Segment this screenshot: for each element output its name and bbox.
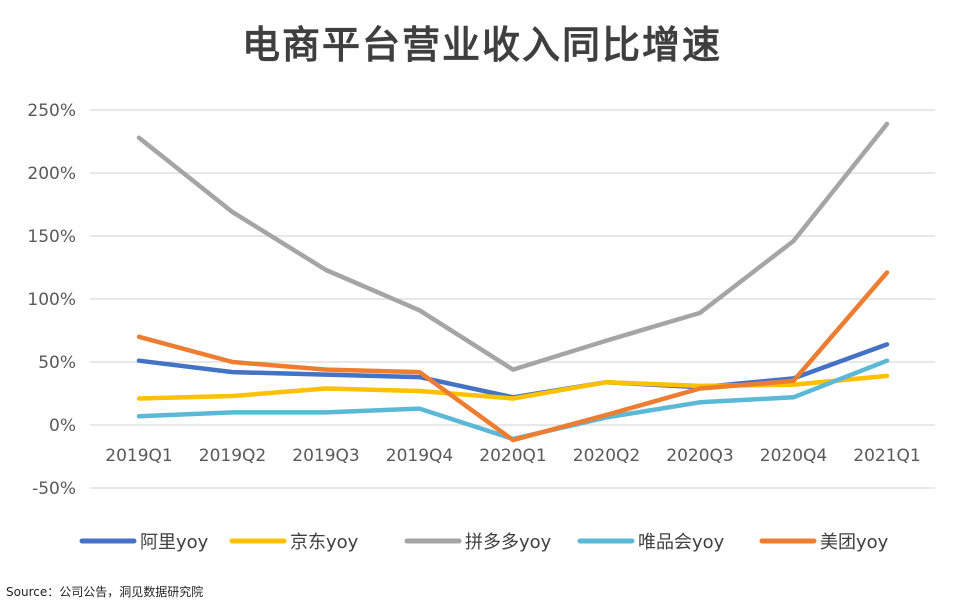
legend-label: 唯品会yoy [638,532,725,553]
y-tick-label: 150% [27,227,76,247]
series-lines [136,121,890,443]
y-tick-label: 0% [49,416,76,436]
chart-title: 电商平台营业收入同比增速 [241,23,722,67]
source-note: Source：公司公告，洞见数据研究院 [6,585,204,599]
x-tick-label: 2020Q1 [479,446,546,466]
y-axis-ticks: 250% 200% 150% 100% 50% 0% -50% [27,101,76,499]
y-tick-label: 50% [38,353,76,373]
x-tick-label: 2020Q2 [573,446,640,466]
legend-label: 京东yoy [290,532,359,553]
x-tick-label: 2020Q3 [666,446,733,466]
x-tick-label: 2021Q1 [853,446,920,466]
legend-label: 阿里yoy [140,532,209,553]
legend: 阿里yoy 京东yoy 拼多多yoy 唯品会yoy 美团yoy [79,532,889,553]
x-tick-label: 2019Q4 [386,446,453,466]
x-tick-label: 2019Q3 [292,446,359,466]
series-line [136,270,890,443]
series-line [136,121,890,372]
x-tick-label: 2019Q1 [105,446,172,466]
legend-label: 拼多多yoy [465,532,552,553]
y-tick-label: -50% [32,479,76,499]
y-tick-label: 100% [27,290,76,310]
legend-label: 美团yoy [820,532,889,553]
y-tick-label: 250% [27,101,76,121]
x-tick-label: 2019Q2 [199,446,266,466]
y-tick-label: 200% [27,164,76,184]
chart-frame: 电商平台营业收入同比增速 250% 200% 150% 100% 50% 0% -50% 2… [27,23,935,553]
line-chart: 250%200%150%100%50%0%-50% 2019Q1 2019Q2 20… [27,101,935,553]
x-axis-ticks: 2019Q1 2019Q2 2019Q3 2019Q4 2020Q1 2020Q2 2020… [105,446,920,466]
x-tick-label: 2020Q4 [760,446,827,466]
gridlines [90,109,935,489]
